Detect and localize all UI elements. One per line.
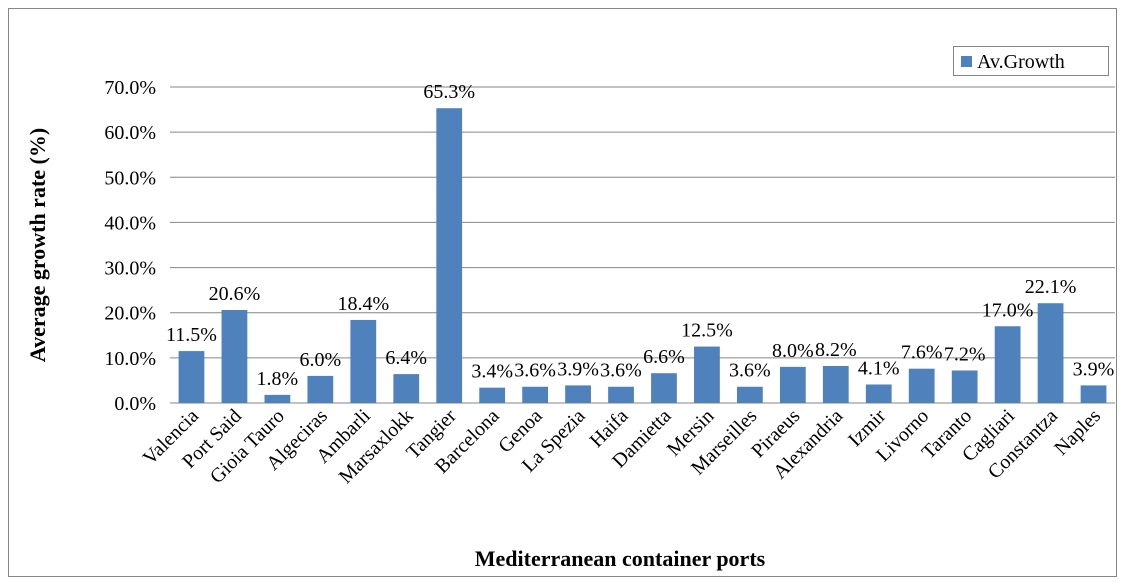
y-tick-label: 20.0% [104, 303, 156, 325]
data-label: 3.4% [471, 361, 513, 383]
data-label: 8.2% [815, 339, 857, 361]
bar [393, 374, 420, 403]
y-axis-label: Average growth rate (%) [25, 128, 50, 362]
bar [436, 108, 463, 404]
bar [608, 386, 634, 403]
bar [1080, 385, 1107, 403]
data-label: 22.1% [1025, 276, 1077, 298]
data-label: 17.0% [982, 299, 1034, 321]
y-tick-label: 40.0% [104, 212, 156, 234]
bar [908, 368, 935, 403]
y-tick-label: 0.0% [114, 393, 156, 415]
y-tick-label: 10.0% [104, 348, 156, 370]
bar [651, 373, 677, 403]
data-label: 7.2% [944, 343, 986, 365]
data-label: 65.3% [423, 81, 475, 103]
bar [737, 386, 763, 403]
bar [178, 351, 205, 403]
bar [264, 394, 291, 403]
data-label: 8.0% [772, 340, 814, 362]
legend-swatch [961, 56, 972, 67]
data-label: 4.1% [858, 357, 900, 379]
legend-label: Av.Growth [977, 51, 1065, 73]
bar [779, 366, 806, 403]
data-label: 12.5% [681, 320, 733, 342]
data-label: 3.6% [514, 360, 556, 382]
data-label: 20.6% [209, 283, 261, 305]
data-label: 1.8% [257, 368, 299, 390]
data-label: 6.0% [300, 349, 342, 371]
data-label: 3.6% [729, 360, 771, 382]
data-label: 7.6% [901, 342, 943, 364]
bar [350, 319, 377, 403]
bar [694, 346, 720, 403]
data-label: 3.6% [600, 360, 642, 382]
bar [994, 326, 1021, 403]
x-axis-label: Mediterranean container ports [475, 546, 766, 571]
bar [307, 375, 334, 403]
bar [522, 386, 548, 403]
data-label: 6.4% [385, 347, 427, 369]
y-tick-label: 50.0% [104, 167, 156, 189]
chart-frame [8, 8, 1117, 577]
bar [221, 310, 248, 403]
data-label: 3.9% [557, 358, 599, 380]
bar [565, 385, 591, 403]
bar [822, 365, 849, 403]
y-tick-label: 60.0% [104, 122, 156, 144]
bar [479, 387, 506, 403]
data-label: 6.6% [643, 346, 685, 368]
data-label: 3.9% [1073, 358, 1115, 380]
bar [951, 370, 978, 403]
bar [865, 384, 892, 403]
legend-box [953, 46, 1109, 76]
bar [1037, 303, 1064, 403]
data-label: 11.5% [166, 324, 217, 346]
data-label: 18.4% [337, 293, 389, 315]
y-tick-label: 30.0% [104, 258, 156, 280]
y-tick-label: 70.0% [104, 77, 156, 99]
